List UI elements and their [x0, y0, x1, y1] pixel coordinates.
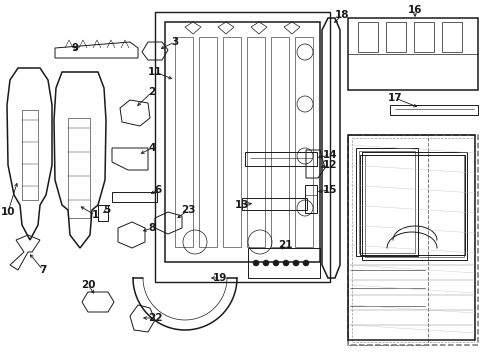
Bar: [414, 22, 434, 52]
Bar: [248, 248, 320, 278]
Bar: [245, 152, 317, 166]
Bar: [199, 37, 217, 247]
Circle shape: [283, 260, 289, 266]
Text: 12: 12: [323, 160, 337, 170]
Bar: [295, 37, 313, 247]
Text: 8: 8: [148, 223, 156, 233]
Circle shape: [303, 260, 309, 266]
Bar: [155, 12, 330, 282]
Text: 19: 19: [213, 273, 227, 283]
Text: 3: 3: [172, 37, 179, 47]
Text: 5: 5: [103, 205, 111, 215]
Text: 1: 1: [91, 210, 98, 220]
Text: 15: 15: [323, 185, 337, 195]
Bar: [98, 205, 108, 221]
Text: 10: 10: [1, 207, 15, 217]
Bar: [360, 155, 465, 255]
Text: 20: 20: [81, 280, 95, 290]
Circle shape: [273, 260, 279, 266]
Circle shape: [263, 260, 269, 266]
Text: 22: 22: [148, 313, 162, 323]
Text: 23: 23: [181, 205, 195, 215]
Bar: [352, 138, 474, 342]
Bar: [175, 37, 193, 247]
Bar: [386, 22, 406, 52]
Bar: [305, 185, 317, 213]
Bar: [271, 37, 289, 247]
Text: 17: 17: [388, 93, 402, 103]
Text: 9: 9: [72, 43, 78, 53]
Bar: [165, 22, 320, 262]
Text: 21: 21: [278, 240, 292, 250]
Text: 11: 11: [148, 67, 162, 77]
Bar: [365, 155, 464, 257]
Bar: [22, 110, 38, 200]
Bar: [348, 18, 478, 90]
Text: 4: 4: [148, 143, 156, 153]
Circle shape: [253, 260, 259, 266]
Bar: [112, 192, 157, 202]
Circle shape: [293, 260, 299, 266]
Bar: [358, 22, 378, 52]
Bar: [348, 135, 428, 345]
Text: 7: 7: [39, 265, 47, 275]
Bar: [442, 22, 462, 52]
Bar: [247, 37, 265, 247]
Bar: [223, 37, 241, 247]
Bar: [359, 151, 415, 253]
Bar: [348, 135, 478, 345]
Text: 16: 16: [408, 5, 422, 15]
Bar: [356, 148, 418, 256]
Text: 18: 18: [335, 10, 349, 20]
Bar: [390, 105, 478, 115]
Bar: [362, 152, 467, 260]
Bar: [242, 198, 307, 210]
Text: 6: 6: [154, 185, 162, 195]
Text: 2: 2: [148, 87, 156, 97]
Bar: [68, 118, 90, 218]
Text: 13: 13: [235, 200, 249, 210]
Text: 14: 14: [323, 150, 337, 160]
